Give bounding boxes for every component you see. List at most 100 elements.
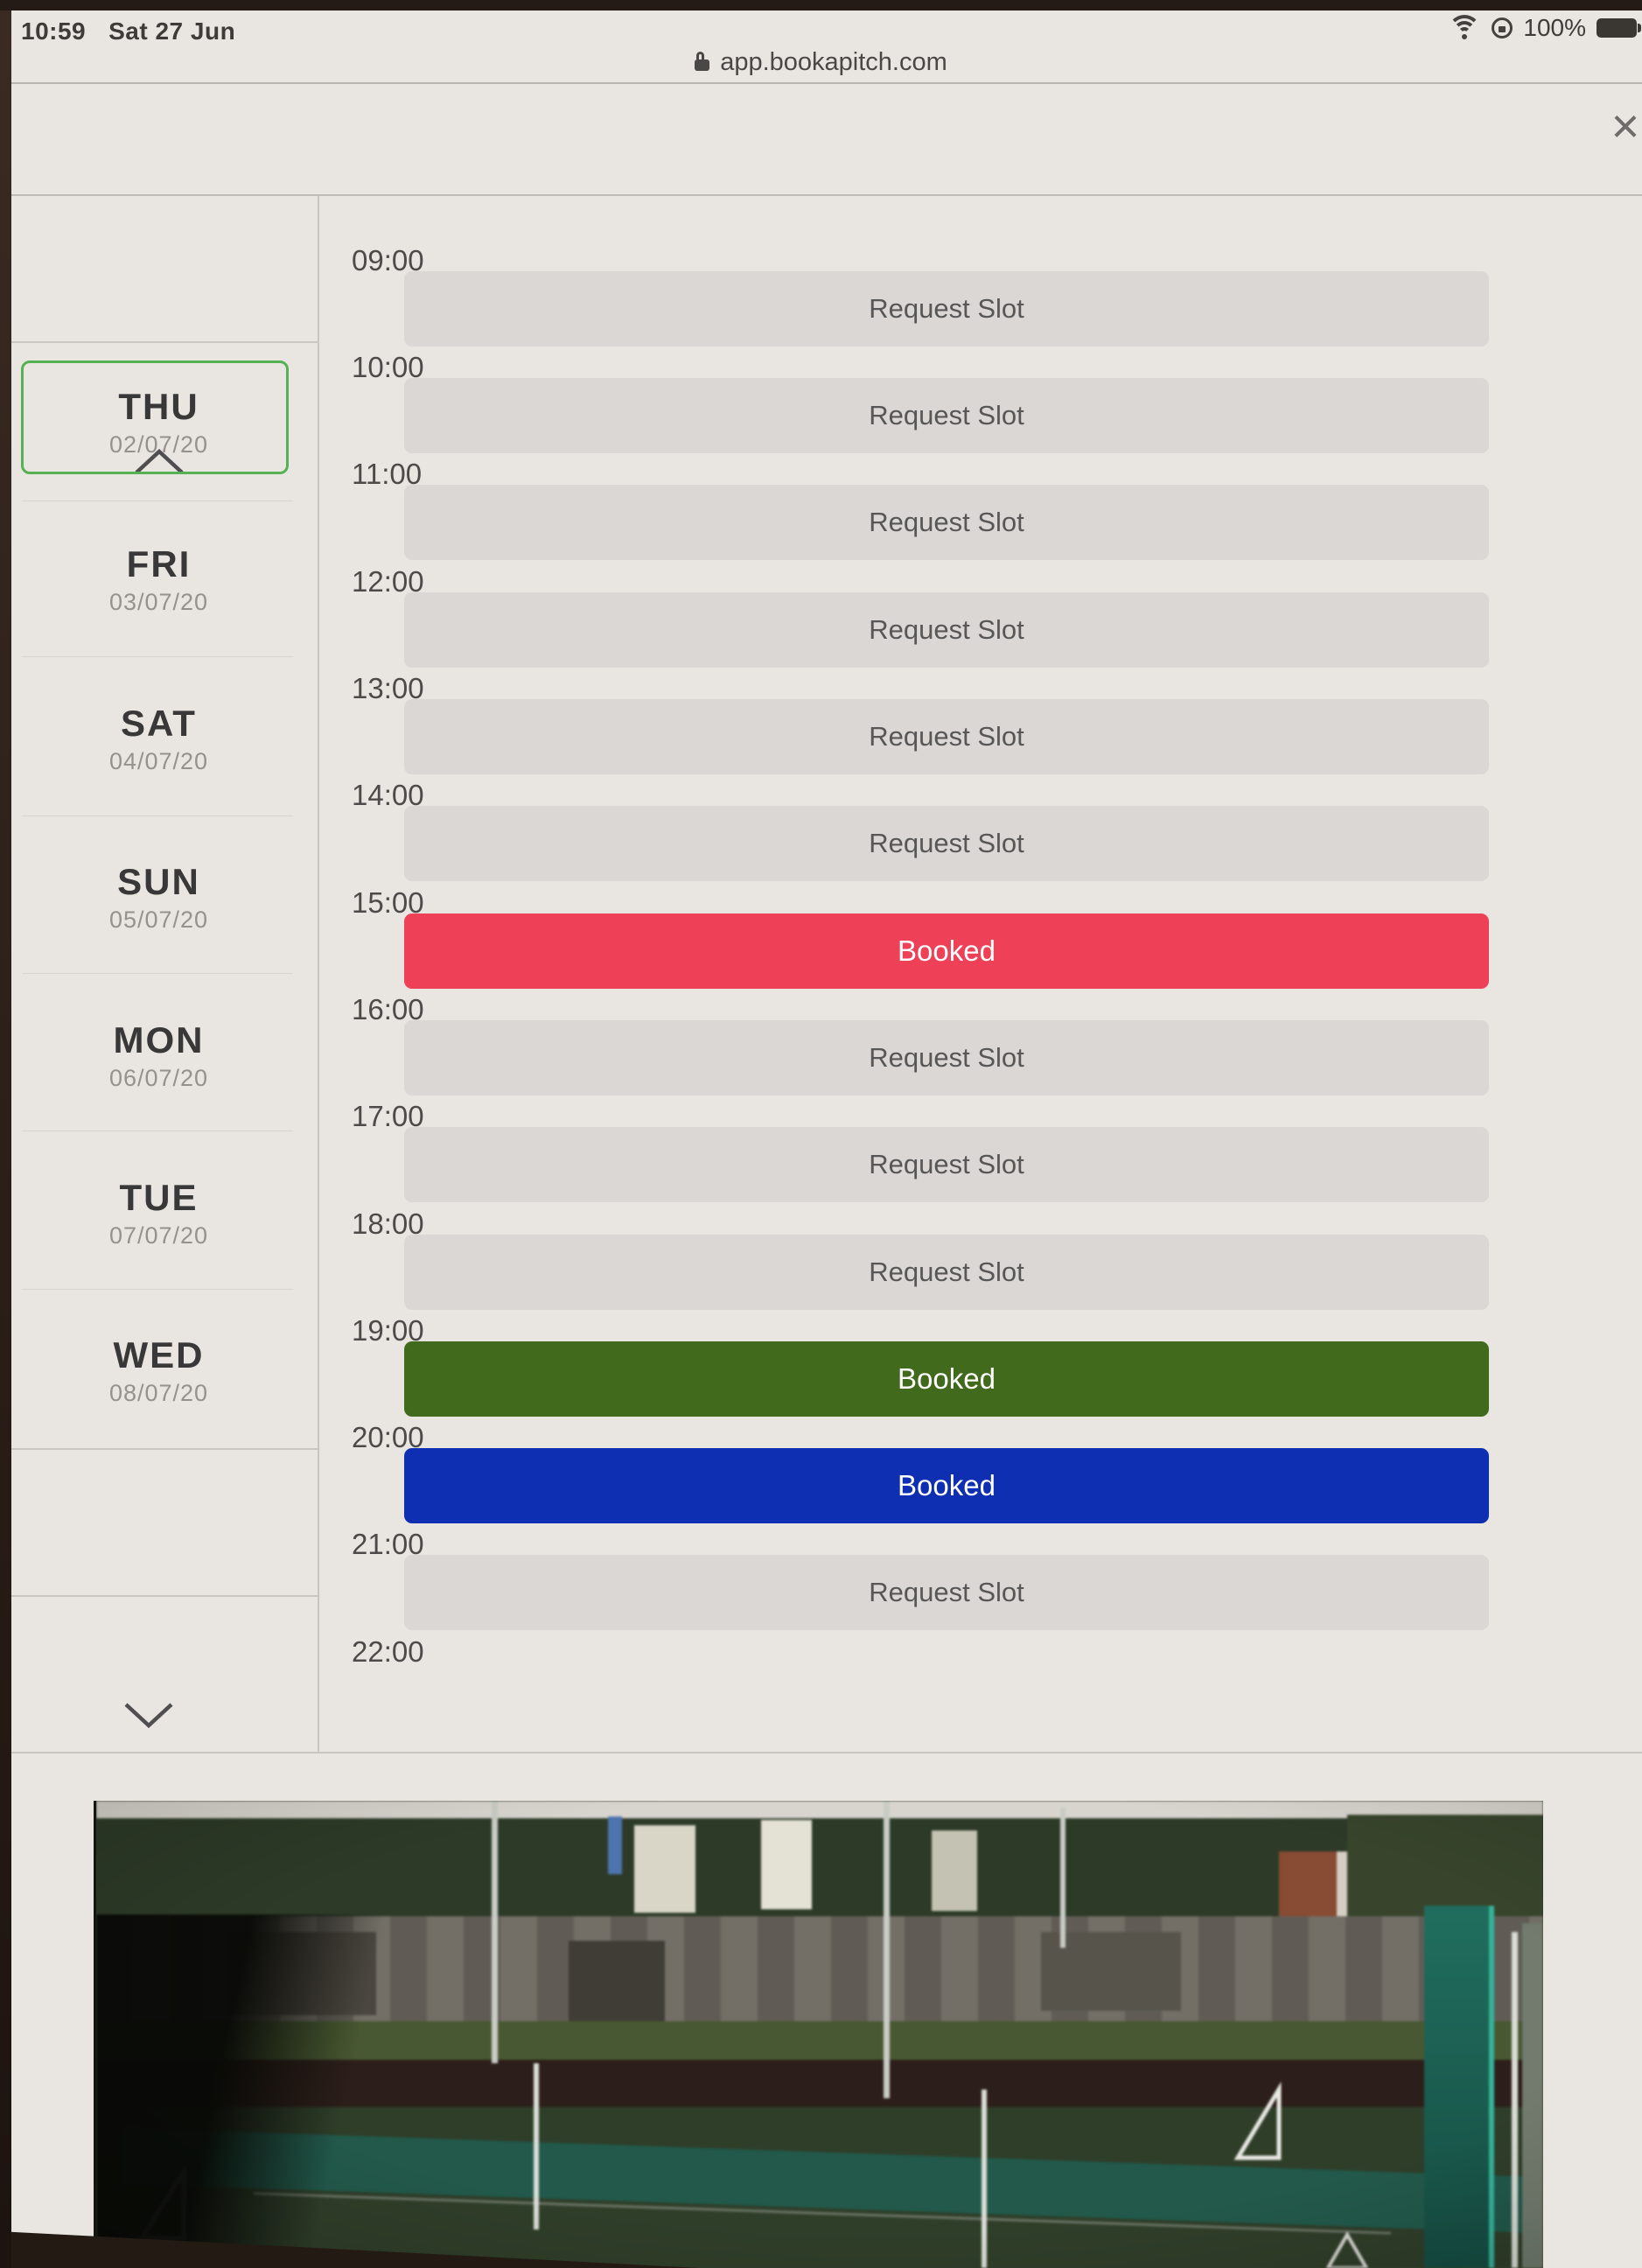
time-label: 15:00	[352, 886, 424, 919]
chevron-up-icon	[135, 448, 184, 474]
time-label: 17:00	[352, 1100, 424, 1132]
day-date: 04/07/20	[108, 748, 209, 774]
day-date: 02/07/20	[108, 431, 209, 458]
time-label: 18:00	[352, 1208, 424, 1240]
day-date: 03/07/20	[108, 589, 209, 615]
slot-1900-booked: Booked	[404, 1341, 1489, 1417]
time-label: 13:00	[352, 672, 424, 704]
day-sidebar: THU 02/07/20 FRI 03/07/20 SAT 04/07/20 S…	[0, 196, 318, 1752]
status-date: Sat 27 Jun	[108, 18, 236, 45]
photo-right-fence	[1522, 1923, 1543, 2268]
scroll-down-button[interactable]	[121, 1698, 177, 1732]
sidebar-divider	[22, 656, 293, 657]
pitch-photo-scene	[96, 1801, 1543, 2268]
padlock-icon	[695, 52, 710, 71]
photo-wall-shade	[569, 1941, 665, 2028]
time-label: 22:00	[352, 1635, 424, 1668]
browser-chrome-divider	[0, 82, 1642, 84]
orientation-lock-icon	[1492, 18, 1513, 38]
day-date: 06/07/20	[108, 1065, 209, 1091]
sidebar-border	[318, 196, 319, 1752]
slot-0900-request[interactable]: Request Slot	[404, 271, 1489, 346]
photo-white-pole	[1512, 1932, 1518, 2268]
sidebar-day-thu[interactable]: THU 02/07/20	[0, 385, 318, 460]
sidebar-day-mon[interactable]: MON 06/07/20	[0, 1018, 318, 1094]
sidebar-divider	[22, 500, 293, 501]
slot-1500-booked: Booked	[404, 914, 1489, 989]
sidebar-divider	[22, 1289, 293, 1290]
status-time: 10:59	[21, 18, 87, 45]
status-icons: 100%	[1448, 14, 1641, 42]
ipad-top-bezel	[0, 0, 1642, 10]
day-label: MON	[113, 1019, 205, 1060]
day-label: TUE	[119, 1177, 199, 1218]
day-date: 05/07/20	[108, 906, 209, 933]
selected-day-outline	[21, 360, 289, 474]
photo-right-net-edge	[1489, 1906, 1494, 2268]
slot-1300-request[interactable]: Request Slot	[404, 699, 1489, 774]
venue-photo	[94, 1801, 1543, 2268]
chevron-down-icon	[124, 1703, 173, 1729]
slot-2100-request[interactable]: Request Slot	[404, 1555, 1489, 1630]
address-bar[interactable]: app.bookapitch.com	[0, 42, 1642, 82]
photo-vignette	[96, 1801, 1543, 2268]
sidebar-divider	[0, 341, 318, 343]
content-top-divider	[0, 194, 1642, 196]
sidebar-divider	[0, 1595, 318, 1597]
time-label: 11:00	[352, 458, 423, 490]
photo-light-patch	[761, 1820, 812, 1909]
sidebar-day-sat[interactable]: SAT 04/07/20	[0, 702, 318, 777]
sidebar-day-wed[interactable]: WED 08/07/20	[0, 1334, 318, 1409]
battery-icon	[1597, 18, 1641, 38]
wifi-icon	[1448, 15, 1482, 41]
sidebar-divider	[0, 1448, 318, 1450]
photo-light-patch	[932, 1830, 977, 1911]
url-text: app.bookapitch.com	[720, 47, 947, 76]
slot-1200-request[interactable]: Request Slot	[404, 592, 1489, 668]
slot-2000-booked: Booked	[404, 1448, 1489, 1523]
day-date: 07/07/20	[108, 1222, 209, 1249]
day-label: SAT	[121, 703, 197, 744]
day-date: 08/07/20	[108, 1380, 209, 1406]
slot-1800-request[interactable]: Request Slot	[404, 1235, 1489, 1310]
status-time-date: 10:59 Sat 27 Jun	[21, 18, 258, 46]
ipad-left-bezel	[0, 0, 11, 2268]
time-label: 19:00	[352, 1314, 424, 1347]
sidebar-day-fri[interactable]: FRI 03/07/20	[0, 542, 318, 618]
battery-percent: 100%	[1523, 14, 1586, 41]
sidebar-divider	[22, 1130, 293, 1131]
sidebar-day-tue[interactable]: TUE 07/07/20	[0, 1176, 318, 1251]
scroll-up-button[interactable]	[131, 444, 187, 480]
close-button[interactable]: ×	[1611, 98, 1640, 153]
time-label: 14:00	[352, 779, 424, 811]
sidebar-divider	[22, 973, 293, 974]
photo-brick-house	[1279, 1852, 1337, 1916]
slot-1000-request[interactable]: Request Slot	[404, 378, 1489, 453]
photo-trees	[1347, 1815, 1543, 1920]
photo-fence-post	[492, 1801, 498, 2063]
photo-white-pole	[534, 2063, 539, 2230]
slot-1400-request[interactable]: Request Slot	[404, 806, 1489, 881]
slot-1600-request[interactable]: Request Slot	[404, 1020, 1489, 1096]
slot-1700-request[interactable]: Request Slot	[404, 1127, 1489, 1202]
photo-blue-flag	[608, 1816, 622, 1874]
photo-fence-post	[884, 1801, 890, 2098]
photo-fence-post	[1060, 1808, 1066, 1948]
time-label: 21:00	[352, 1528, 424, 1560]
photo-white-pole	[982, 2090, 987, 2268]
day-label: WED	[113, 1334, 205, 1376]
day-label: SUN	[117, 861, 200, 902]
time-label: 20:00	[352, 1421, 424, 1453]
time-label: 12:00	[352, 565, 424, 598]
photo-light-patch	[634, 1825, 695, 1913]
time-label: 16:00	[352, 993, 424, 1026]
time-label: 10:00	[352, 351, 424, 383]
photo-corner-shadow	[96, 1914, 411, 2268]
slot-1100-request[interactable]: Request Slot	[404, 485, 1489, 560]
content-bottom-divider	[0, 1752, 1642, 1754]
status-bar: 10:59 Sat 27 Jun 100%	[0, 10, 1642, 51]
day-label: THU	[118, 386, 199, 427]
sidebar-day-sun[interactable]: SUN 05/07/20	[0, 860, 318, 935]
day-label: FRI	[126, 543, 192, 584]
